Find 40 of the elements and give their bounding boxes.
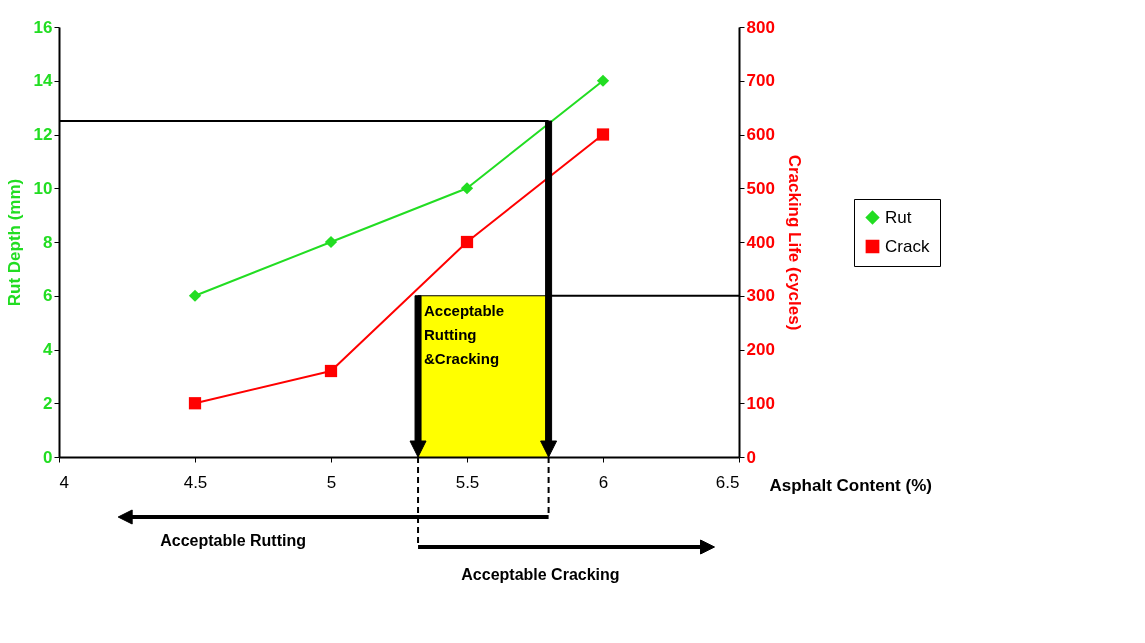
y-tick-label: 6 (43, 286, 53, 306)
point (324, 364, 338, 378)
y-axis-title: Rut Depth (mm) (4, 178, 24, 307)
point (460, 235, 474, 249)
text: Acceptable Cracking (461, 566, 620, 583)
point (596, 128, 610, 141)
x-tick-label: 4 (59, 472, 69, 492)
point (460, 182, 474, 195)
x-tick-label: 5 (326, 472, 337, 492)
y-tick-label: 4 (43, 340, 54, 359)
x-tick-label: 4.5 (183, 472, 208, 492)
y2-tick-label: 800 (746, 17, 775, 37)
y2-tick-label: 100 (746, 393, 775, 413)
text: Acceptable Rutting (160, 532, 306, 549)
point (324, 235, 338, 249)
y-tick-label: 2 (43, 393, 53, 413)
point (188, 289, 202, 302)
legend-label: Rut (885, 207, 912, 227)
y2-tick-label: 700 (746, 71, 775, 91)
y-tick-label: 10 (33, 178, 53, 198)
y2-tick-label: 0 (746, 447, 756, 467)
band-label: Acceptable Rutting &Cracking (424, 301, 505, 367)
y-tick-label: 8 (43, 232, 53, 252)
y2-tick-label: 300 (746, 286, 775, 306)
y2-tick-label: 400 (746, 232, 775, 252)
y-tick-label: 0 (43, 447, 53, 467)
point (596, 74, 610, 87)
y2-tick-label: 500 (746, 178, 775, 198)
y2-tick-label: 600 (746, 125, 775, 144)
x-axis-title: Asphalt Content (%) (769, 475, 932, 495)
y-tick-label: 14 (33, 71, 54, 91)
y2-tick-label: 200 (746, 340, 775, 359)
y-tick-label: 12 (33, 125, 53, 144)
x-tick-label: 6.5 (715, 472, 740, 492)
point (188, 397, 202, 410)
legend-label: Crack (885, 236, 930, 256)
y-tick-label: 16 (33, 17, 53, 37)
y2-axis-title: Cracking Life (cycles) (784, 154, 804, 331)
x-tick-label: 6 (598, 472, 609, 492)
x-tick-label: 5.5 (455, 472, 480, 492)
